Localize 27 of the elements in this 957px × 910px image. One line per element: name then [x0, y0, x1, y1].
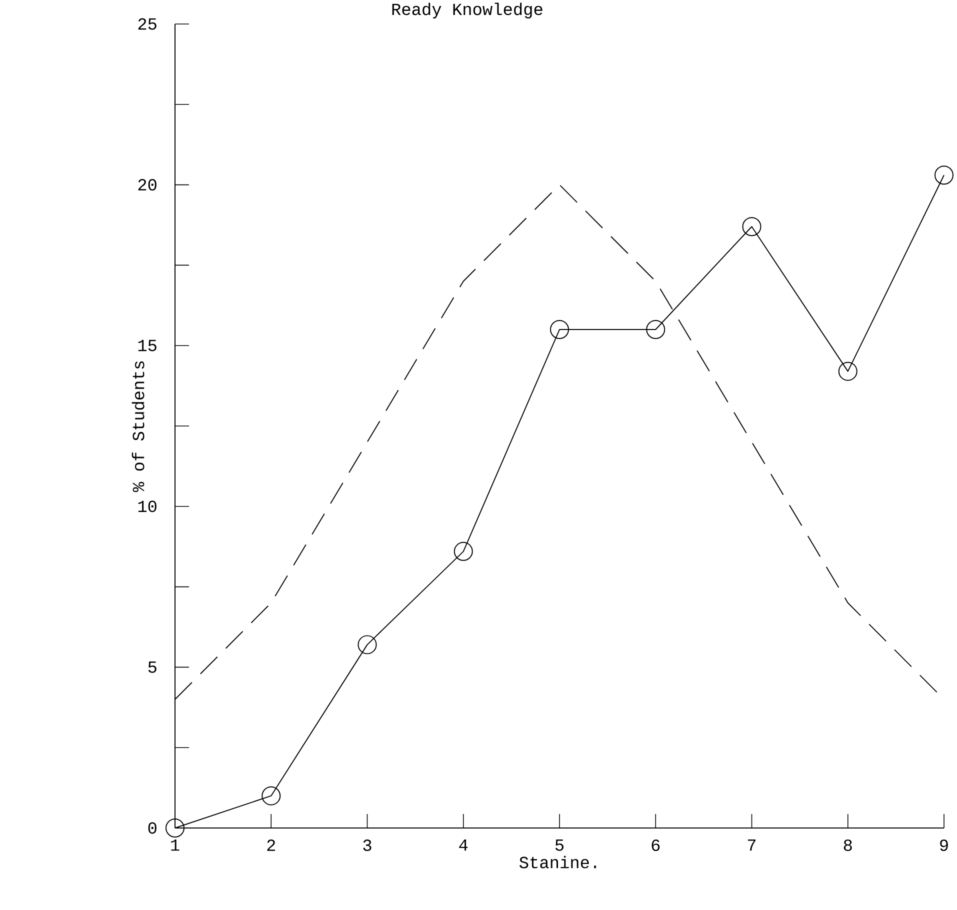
y-tick-label: 25 [138, 18, 156, 30]
point [646, 320, 666, 340]
point [742, 217, 762, 236]
y-tick-label: 0 [148, 822, 156, 834]
y-tick-label: 10 [138, 500, 156, 512]
x-tick-label: 5 [555, 840, 564, 851]
x-tick-label: 3 [363, 840, 372, 852]
point [454, 542, 473, 561]
point [838, 362, 858, 381]
x-tick-label: 8 [844, 840, 852, 852]
x-tick-label: 4 [459, 840, 468, 851]
point [166, 818, 185, 838]
point [262, 786, 281, 806]
point [934, 166, 954, 185]
y-axis-title: % of Students [132, 361, 144, 492]
y-tick-label: 5 [148, 662, 156, 673]
y-tick-label: 15 [138, 340, 156, 352]
chart-title: Ready Knowledge [392, 2, 542, 18]
x-tick-label: 7 [748, 840, 756, 851]
x-tick-label: 9 [940, 840, 948, 852]
x-axis-title: Stanine. [520, 856, 596, 868]
point [358, 635, 377, 654]
y-tick-label: 20 [138, 179, 156, 191]
x-tick-label: 1 [171, 840, 180, 851]
point [550, 320, 570, 340]
x-tick-label: 6 [652, 840, 660, 852]
x-tick-label: 2 [267, 840, 276, 851]
